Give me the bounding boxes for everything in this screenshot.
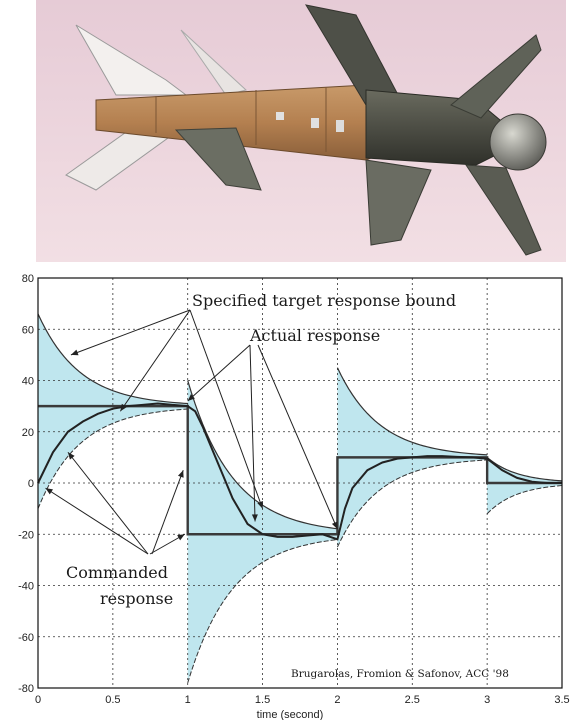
y-tick-label-0: 80: [22, 273, 34, 285]
y-tick-label-5: -20: [18, 529, 34, 541]
x-tick-label-6: 3: [484, 694, 490, 706]
bound-band-1: [187, 380, 338, 683]
front-fin-upper: [450, 34, 542, 119]
y-tick-label-6: -40: [18, 581, 34, 593]
annotation-arrow-0: [70, 309, 191, 356]
annotation-arrowhead-4: [251, 514, 258, 522]
annotation-arrows-layer: [45, 309, 338, 555]
actual-response-line: [37, 402, 562, 541]
bound-annotation: Specified target response bound: [192, 291, 456, 310]
actual-response-layer: [37, 402, 562, 541]
commanded-step-line: [38, 404, 562, 536]
upper-bound-curve-2: [336, 367, 488, 456]
annotation-arrowhead-3: [187, 394, 195, 401]
actual-response-annotation: Actual response: [249, 326, 380, 345]
y-tick-label-3: 20: [22, 427, 34, 439]
upper-bound-curve-3: [486, 456, 563, 482]
seeker-dome: [489, 113, 547, 171]
annotation-arrow-7: [45, 487, 149, 555]
lower-bound-curve-3: [486, 485, 563, 515]
y-tick-label-7: -60: [18, 632, 34, 644]
annotation-arrow-5: [257, 344, 338, 530]
x-axis-label: time (second): [257, 709, 324, 720]
x-tick-label-3: 1.5: [255, 694, 270, 706]
annotation-arrowhead-9: [177, 470, 184, 478]
annotation-arrowhead-6: [67, 452, 75, 460]
citation-credit: Brugarolas, Fromion & Safonov, ACC '98: [291, 668, 509, 680]
front-fin-lower-right: [465, 164, 542, 256]
x-tick-label-2: 1: [185, 694, 191, 706]
commanded-annotation-line1: Commanded: [66, 563, 168, 582]
bound-band-0: [38, 313, 188, 509]
x-tick-label-1: 0.5: [105, 694, 120, 706]
annotation-arrowhead-8: [177, 534, 185, 541]
y-tick-label-4: 0: [28, 478, 34, 490]
y-tick-label-8: -80: [18, 683, 34, 695]
mid-fin-lower: [174, 127, 262, 191]
plot-frame: [37, 277, 563, 689]
annotation-arrow-9: [151, 470, 184, 555]
annotation-arrow-2: [189, 309, 264, 509]
annotation-arrow-3: [187, 344, 251, 402]
annotation-arrowhead-0: [70, 349, 79, 356]
annotation-arrowhead-1: [120, 403, 127, 412]
lower-bound-curve-0: [37, 408, 188, 509]
missile-illustration: [36, 0, 566, 262]
upper-bound-curve-0: [37, 313, 188, 405]
annotation-arrow-1: [119, 309, 191, 412]
annotation-arrowhead-2: [257, 501, 263, 509]
annotation-arrowhead-5: [331, 521, 338, 530]
annotation-arrowhead-7: [45, 488, 53, 495]
y-tick-label-2: 40: [22, 376, 34, 388]
y-tick-label-1: 60: [22, 324, 34, 336]
x-tick-label-5: 2.5: [405, 694, 420, 706]
chart-svg: 0 0.5 1 1.5 2 2.5 3 3.5 80 60 40 20 0 -20 -40 -60 -80 Sp…: [18, 273, 570, 721]
annotation-arrow-4: [249, 344, 256, 522]
response-chart: 0 0.5 1 1.5 2 2.5 3 3.5 80 60 40 20 0 -20 -40 -60 -80 Sp…: [0, 262, 573, 721]
commanded-annotation-line2: response: [100, 589, 173, 608]
annotation-arrow-6: [67, 451, 149, 555]
lower-bound-curve-1: [187, 539, 338, 684]
x-tick-label-7: 3.5: [554, 694, 569, 706]
bound-band-layer: [38, 313, 562, 683]
tick-labels-layer: 0 0.5 1 1.5 2 2.5 3 3.5 80 60 40 20 0 -20 -40 -60 -80: [18, 273, 570, 706]
missile-photo: [36, 0, 566, 262]
x-tick-label-4: 2: [334, 694, 340, 706]
x-tick-label-0: 0: [35, 694, 41, 706]
bound-curves-layer: [37, 313, 563, 684]
lower-bound-curve-2: [336, 459, 488, 548]
commanded-layer: [38, 404, 562, 536]
front-fin-lower: [365, 159, 432, 246]
